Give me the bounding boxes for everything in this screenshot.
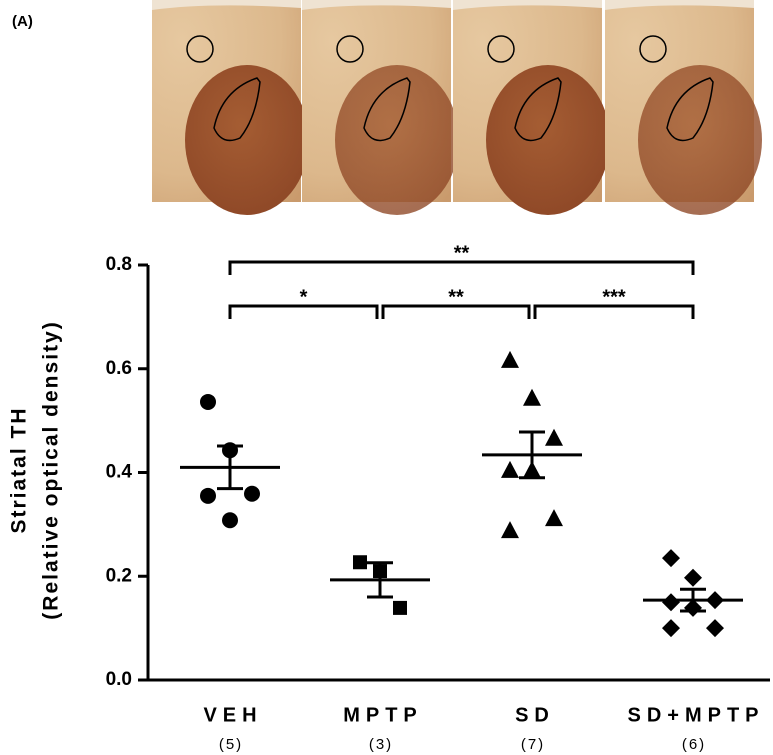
data-point [200,487,216,504]
significance-bracket [533,304,695,319]
micrograph [152,0,309,215]
striatum-outline [666,77,714,142]
roi-circle [487,35,515,63]
x-tick-label: MPTP [343,704,423,726]
micrograph [453,0,610,215]
sample-size: (7) [521,736,545,753]
roi-circle [186,35,214,63]
sample-size: (3) [369,736,393,753]
significance-label: * [300,286,308,308]
x-tick-label: VEH [203,704,262,726]
roi-circle [336,35,364,63]
y-tick-label: 0.2 [106,565,132,586]
cortex-edge [302,0,451,10]
significance-label: ** [454,242,470,264]
data-point [393,600,407,615]
data-point [545,428,563,446]
y-axis-label: Striatal TH [8,406,31,533]
striatum [185,65,309,215]
sample-size: (5) [219,736,243,753]
data-point [244,485,260,502]
significance-label: *** [602,286,626,308]
y-tick-label: 0.4 [106,462,133,483]
data-point [222,512,238,529]
significance-bracket [381,304,531,319]
cortex-edge [453,0,602,10]
data-point [662,619,680,638]
striatum-outline [213,77,261,142]
striatum [486,65,610,215]
data-point [353,555,367,570]
data-point [523,388,541,406]
x-tick-label: SD [515,704,555,726]
significance-label: ** [448,286,464,308]
panel-label: (A) [12,13,33,30]
data-point [501,350,519,368]
micrograph [302,0,459,215]
significance-bracket [228,260,695,275]
cortex-edge [152,0,301,10]
roi-circle [639,35,667,63]
striatum [335,65,459,215]
micrographs [152,0,762,215]
striatum-outline [363,77,411,142]
data-point [684,568,702,587]
data-point [501,521,519,539]
data-point [706,619,724,638]
significance-bracket [228,304,379,319]
cortex-edge [605,0,754,10]
striatum [638,65,762,215]
sample-size: (6) [682,736,706,753]
data-point [200,393,216,410]
y-tick-label: 0.6 [106,358,132,379]
data-point [662,593,680,612]
y-axis-label: (Relative optical density) [40,320,63,619]
y-tick-label: 0.0 [106,669,132,690]
data-point [501,460,519,478]
data-point [662,549,680,568]
chart: 0.0 0.2 0.4 0.6 0.8 Striatal TH (Relative opti… [8,242,770,753]
striatum-outline [514,77,562,142]
y-tick-label: 0.8 [106,254,132,275]
x-tick-label: SD+MPTP [627,704,764,726]
data-point [545,509,563,527]
micrograph [605,0,762,215]
